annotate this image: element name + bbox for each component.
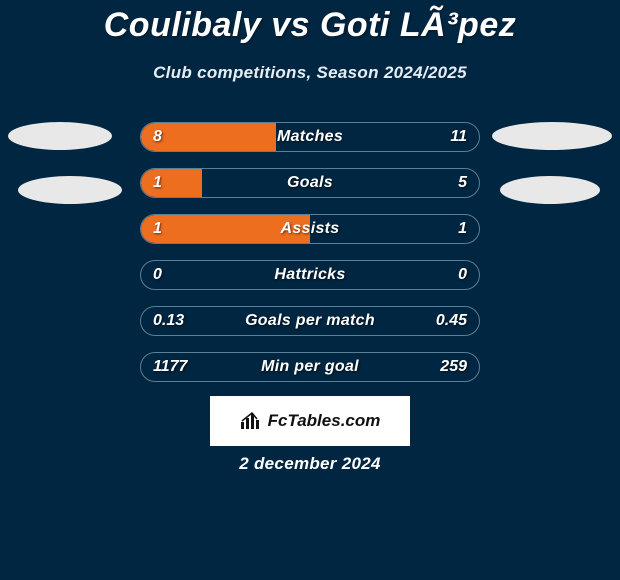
stat-row: 00Hattricks	[140, 260, 480, 290]
attribution-badge: FcTables.com	[210, 396, 410, 446]
stat-row: 11Assists	[140, 214, 480, 244]
page-title: Coulibaly vs Goti LÃ³pez	[0, 0, 620, 45]
subtitle: Club competitions, Season 2024/2025	[0, 63, 620, 83]
decor-ellipse-right-mid	[500, 176, 600, 204]
decor-ellipse-left-top	[8, 122, 112, 150]
stat-label: Min per goal	[141, 353, 479, 381]
stat-label: Goals	[141, 169, 479, 197]
stat-label: Assists	[141, 215, 479, 243]
stat-row: 0.130.45Goals per match	[140, 306, 480, 336]
stat-label: Goals per match	[141, 307, 479, 335]
stat-label: Matches	[141, 123, 479, 151]
decor-ellipse-left-mid	[18, 176, 122, 204]
stats-container: 811Matches 15Goals 11Assists 00Hattricks 0.1…	[140, 122, 480, 398]
stat-row: 811Matches	[140, 122, 480, 152]
date-label: 2 december 2024	[0, 454, 620, 474]
chart-icon	[240, 412, 262, 430]
decor-ellipse-right-top	[492, 122, 612, 150]
attribution-text: FcTables.com	[268, 411, 381, 431]
stat-label: Hattricks	[141, 261, 479, 289]
stat-row: 1177259Min per goal	[140, 352, 480, 382]
stat-row: 15Goals	[140, 168, 480, 198]
